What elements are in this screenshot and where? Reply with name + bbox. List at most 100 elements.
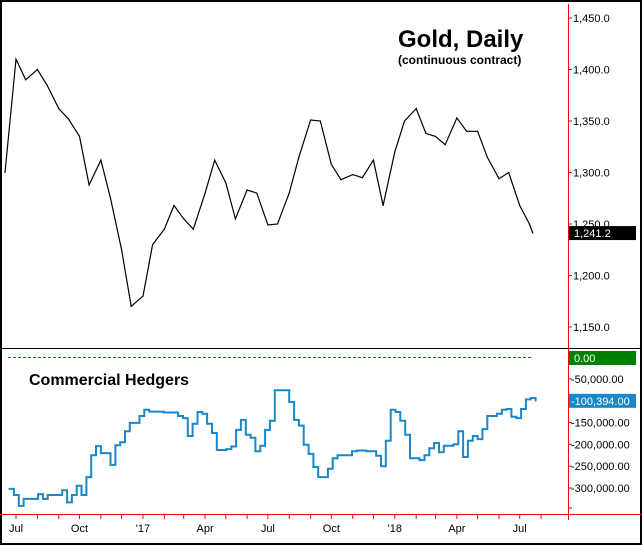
time-tick-label: '18 [388,523,402,535]
hedgers-point [42,498,44,500]
hedgers-point [327,467,329,470]
hedgers-point [457,430,460,433]
price-point [78,135,81,138]
price-point [288,192,290,194]
time-tick-label: Oct [71,523,88,535]
hedgers-point [95,445,97,447]
gold-price-series [4,56,534,308]
hedgers-point [230,445,233,448]
commercial-hedgers-series [9,389,537,507]
price-point [25,79,27,81]
cot-tick-label: -200,000.00 [571,439,630,451]
hedgers-point [394,411,397,413]
hedgers-point [298,424,300,427]
price-point [276,223,279,225]
price-tick-label: 1,350.0 [573,116,610,128]
time-tick-label: Apr [448,523,465,535]
time-tick-label: Oct [323,523,340,535]
hedgers-point [365,450,368,453]
time-tick-label: Jul [513,523,527,535]
time-axis-ticks: Jul Oct '17 Apr Jul Oct '18 Apr Jul [9,514,542,535]
hedgers-point [22,498,25,500]
price-point [444,144,446,146]
price-tick-label: 1,450.0 [573,13,610,25]
chart-subtitle: (continuous contract) [398,53,521,67]
cot-tick-label: -300,000.00 [571,483,630,495]
hedgers-point [240,419,242,421]
cot-axis-ticks: -50,000.00 -150,000.00 -200,000.00 -250,000… [568,374,630,509]
hedgers-point [462,456,464,458]
hedgers-point [428,447,431,450]
hedgers-point [385,440,387,442]
price-point [183,218,185,220]
price-point [434,135,437,138]
hedgers-point [496,412,498,415]
hedgers-point [505,408,508,410]
hedgers-point [529,397,532,399]
price-point [152,244,154,246]
hedgers-point [520,408,522,410]
hedgers-point [37,493,39,495]
price-point [477,130,479,132]
price-point [173,204,175,207]
price-point [130,305,132,307]
hedgers-point [433,442,435,444]
price-point [192,228,194,230]
price-point [109,197,112,199]
hedgers-point [215,449,218,451]
price-tick-label: 1,400.0 [573,65,610,77]
hedgers-point [17,505,20,507]
price-point [214,159,216,161]
price-point [204,192,206,194]
price-point [382,204,384,207]
hedgers-point [259,444,262,447]
hedgers-point [109,464,112,466]
price-point [352,173,354,176]
price-point [372,159,375,161]
price-point [142,295,144,297]
price-point [15,58,17,60]
hedgers-point [264,429,266,431]
hedgers-point [375,454,377,457]
hedgers-point [283,389,286,391]
hedgers-point [438,451,440,454]
hedgers-point [254,450,257,453]
hedgers-point [235,429,237,431]
hedgers-point [249,436,252,439]
hedgers-point [500,409,503,411]
hedgers-badge-bg [569,393,636,408]
time-tick-label: Jul [9,523,23,535]
hedgers-point [80,494,83,496]
gold-price-points [4,58,534,307]
price-point [58,108,60,110]
price-point [361,177,363,179]
price-point [340,179,342,181]
hedgers-point [336,454,339,457]
hedgers-point [481,428,484,430]
hedgers-point [13,494,15,496]
hedgers-point [187,435,189,437]
price-point [246,189,248,191]
price-point [394,151,396,153]
hedgers-point [85,476,88,478]
price-point [256,192,258,194]
hedgers-point [467,440,469,442]
hedgers-point [75,485,78,487]
hedgers-point [211,432,213,434]
zero-value-badge: 0.00 [569,351,636,365]
hedgers-point [177,415,179,417]
price-tick-label: 1,200.0 [573,271,610,283]
hedgers-point [8,488,10,490]
price-point [4,171,6,174]
price-point [46,84,48,86]
time-tick-label: Jul [261,523,275,535]
price-point [415,108,417,110]
hedgers-point [399,419,402,422]
hedgers-point [288,401,291,403]
hedgers-point [61,489,64,491]
price-point [319,120,321,122]
